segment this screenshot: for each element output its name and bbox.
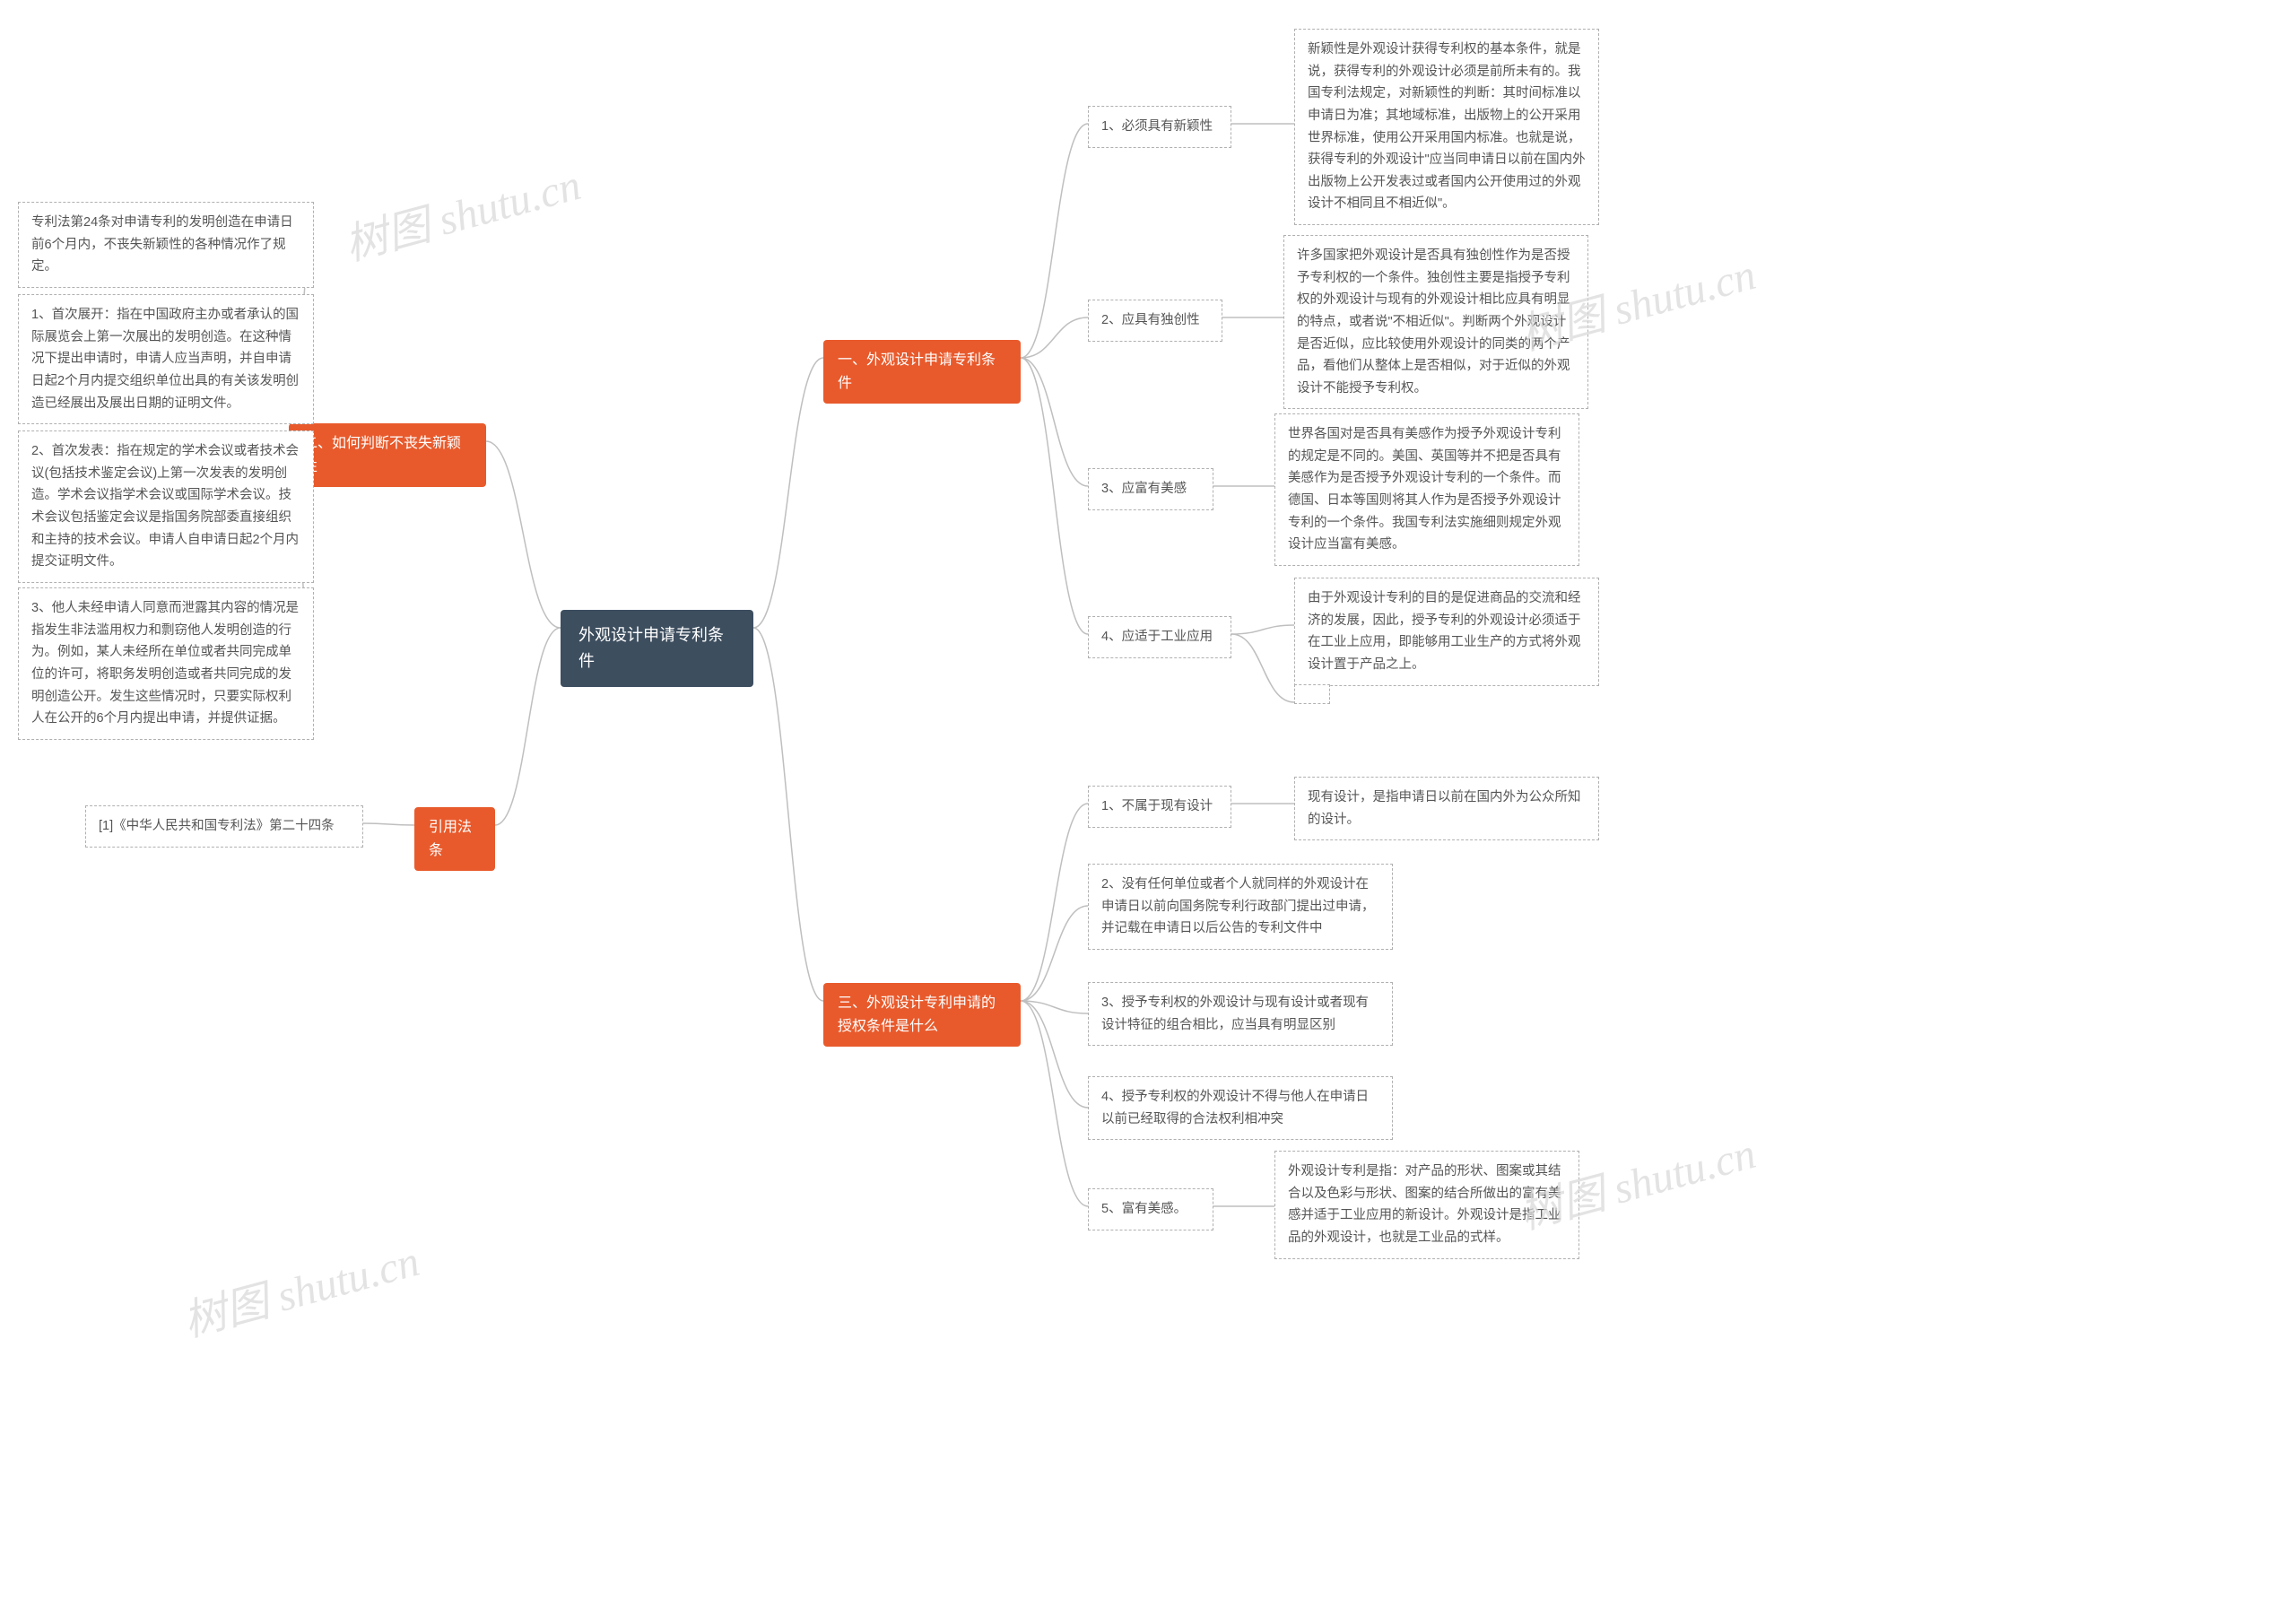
connector-line — [495, 628, 561, 825]
watermark-text: 树图 shutu.cn — [337, 149, 587, 272]
watermark-text: 树图 shutu.cn — [176, 1225, 425, 1348]
mindmap-branch: 三、外观设计专利申请的授权条件是什么 — [823, 983, 1021, 1047]
mindmap-branch: 引用法条 — [414, 807, 495, 871]
mindmap-leaf: 世界各国对是否具有美感作为授予外观设计专利的规定是不同的。美国、英国等并不把是否… — [1274, 413, 1579, 566]
mindmap-leaf: 1、首次展开：指在中国政府主办或者承认的国际展览会上第一次展出的发明创造。在这种… — [18, 294, 314, 424]
connector-line — [363, 823, 414, 825]
connector-line — [1021, 1001, 1088, 1013]
connector-line — [1231, 634, 1294, 702]
mindmap-root: 外观设计申请专利条件 — [561, 610, 753, 687]
mindmap-leaf: 1、不属于现有设计 — [1088, 786, 1231, 828]
mindmap-branch: 二、如何判断不丧失新颖性 — [289, 423, 486, 487]
mindmap-leaf: 由于外观设计专利的目的是促进商品的交流和经济的发展，因此，授予专利的外观设计必须… — [1294, 578, 1599, 686]
connector-line — [1021, 804, 1088, 1001]
mindmap-leaf: 4、授予专利权的外观设计不得与他人在申请日以前已经取得的合法权利相冲突 — [1088, 1076, 1393, 1140]
mindmap-leaf: 4、应适于工业应用 — [1088, 616, 1231, 658]
mindmap-leaf: 3、授予专利权的外观设计与现有设计或者现有设计特征的组合相比，应当具有明显区别 — [1088, 982, 1393, 1046]
connector-line — [1231, 625, 1294, 634]
mindmap-leaf: 1、必须具有新颖性 — [1088, 106, 1231, 148]
connector-line — [1021, 358, 1088, 634]
mindmap-leaf: 2、应具有独创性 — [1088, 300, 1222, 342]
mindmap-leaf: [1]《中华人民共和国专利法》第二十四条 — [85, 805, 363, 848]
mindmap-leaf: 3、他人未经申请人同意而泄露其内容的情况是指发生非法滥用权力和剽窃他人发明创造的… — [18, 587, 314, 740]
connector-line — [1021, 906, 1088, 1001]
connector-line — [486, 441, 561, 628]
mindmap-leaf: 专利法第24条对申请专利的发明创造在申请日前6个月内，不丧失新颖性的各种情况作了… — [18, 202, 314, 288]
mindmap-leaf: 3、应富有美感 — [1088, 468, 1213, 510]
connector-line — [1021, 1001, 1088, 1108]
connector-line — [1021, 1001, 1088, 1206]
mindmap-leaf: 2、首次发表：指在规定的学术会议或者技术会议(包括技术鉴定会议)上第一次发表的发… — [18, 430, 314, 583]
mindmap-leaf: 新颖性是外观设计获得专利权的基本条件，就是说，获得专利的外观设计必须是前所未有的… — [1294, 29, 1599, 225]
connector-line — [753, 358, 823, 628]
mindmap-leaf: 5、富有美感。 — [1088, 1188, 1213, 1230]
mindmap-leaf: 外观设计专利是指：对产品的形状、图案或其结合以及色彩与形状、图案的结合所做出的富… — [1274, 1151, 1579, 1259]
connector-line — [1021, 124, 1088, 358]
mindmap-leaf: 现有设计，是指申请日以前在国内外为公众所知的设计。 — [1294, 777, 1599, 840]
connector-line — [1021, 317, 1088, 358]
mindmap-leaf: 许多国家把外观设计是否具有独创性作为是否授予专利权的一个条件。独创性主要是指授予… — [1283, 235, 1588, 409]
connector-line — [753, 628, 823, 1001]
connector-line — [1021, 358, 1088, 486]
mindmap-leaf: 2、没有任何单位或者个人就同样的外观设计在申请日以前向国务院专利行政部门提出过申… — [1088, 864, 1393, 950]
mindmap-leaf — [1294, 684, 1330, 704]
mindmap-branch: 一、外观设计申请专利条件 — [823, 340, 1021, 404]
